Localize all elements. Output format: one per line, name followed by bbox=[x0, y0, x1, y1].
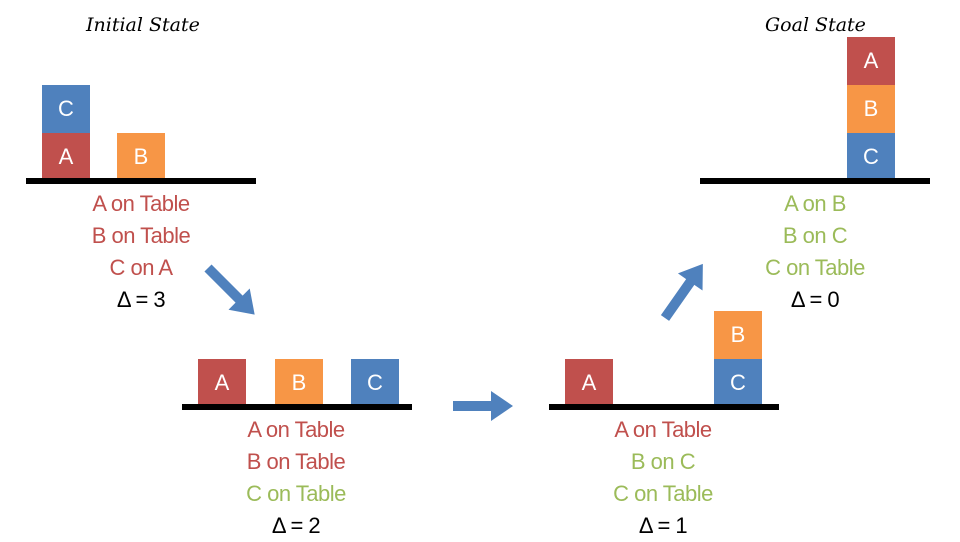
delta-value: Δ = 0 bbox=[790, 287, 840, 312]
block-c: C bbox=[714, 359, 762, 407]
arrow-right-icon bbox=[453, 391, 513, 421]
block-b: B bbox=[847, 85, 895, 133]
fact-line: C on Table bbox=[246, 481, 346, 506]
block-a: A bbox=[847, 37, 895, 85]
block-b: B bbox=[714, 311, 762, 359]
table-surface bbox=[182, 404, 412, 410]
initial-state-title: Initial State bbox=[86, 14, 200, 36]
block-a: A bbox=[565, 359, 613, 407]
block-b: B bbox=[275, 359, 323, 407]
fact-line: C on Table bbox=[765, 255, 865, 280]
arrow-down-right-icon bbox=[204, 264, 255, 315]
table-surface bbox=[26, 178, 256, 184]
delta-value: Δ = 2 bbox=[271, 513, 321, 538]
goal-state-title: Goal State bbox=[765, 14, 866, 36]
fact-line: C on A bbox=[109, 255, 173, 280]
fact-line: A on Table bbox=[92, 191, 190, 216]
table-surface bbox=[700, 178, 930, 184]
arrow-up-right-icon bbox=[660, 263, 703, 321]
delta-value: Δ = 3 bbox=[116, 287, 166, 312]
fact-line: C on Table bbox=[613, 481, 713, 506]
block-a: A bbox=[198, 359, 246, 407]
block-a: A bbox=[42, 133, 90, 181]
fact-line: A on Table bbox=[247, 417, 345, 442]
fact-line: B on Table bbox=[246, 449, 346, 474]
delta-value: Δ = 1 bbox=[638, 513, 688, 538]
block-b: B bbox=[117, 133, 165, 181]
fact-line: A on B bbox=[784, 191, 846, 216]
table-surface bbox=[549, 404, 779, 410]
fact-line: B on Table bbox=[91, 223, 191, 248]
fact-line: B on C bbox=[782, 223, 848, 248]
state-facts: A on Table B on Table C on Table Δ = 2 bbox=[166, 414, 426, 542]
block-c: C bbox=[42, 85, 90, 133]
block-c: C bbox=[351, 359, 399, 407]
fact-line: B on C bbox=[630, 449, 696, 474]
fact-line: A on Table bbox=[614, 417, 712, 442]
block-c: C bbox=[847, 133, 895, 181]
state-facts: A on B B on C C on Table Δ = 0 bbox=[685, 188, 945, 316]
state-facts: A on Table B on C C on Table Δ = 1 bbox=[533, 414, 793, 542]
state-facts: A on Table B on Table C on A Δ = 3 bbox=[11, 188, 271, 316]
